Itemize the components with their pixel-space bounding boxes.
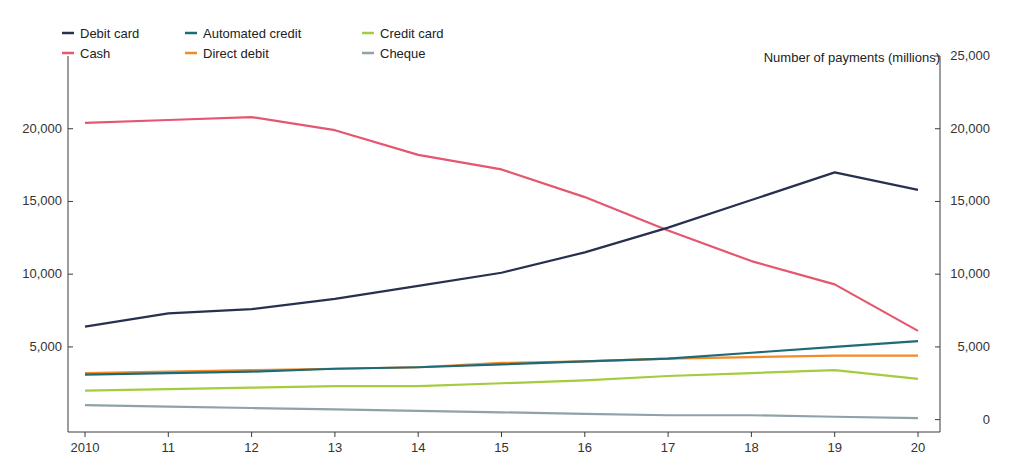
legend-label: Cheque bbox=[380, 46, 426, 61]
legend-label: Cash bbox=[80, 46, 110, 61]
y-tick-label: 5,000 bbox=[957, 339, 990, 354]
x-tick-label: 12 bbox=[244, 440, 258, 455]
x-tick-label: 15 bbox=[494, 440, 508, 455]
x-tick-label: 16 bbox=[578, 440, 592, 455]
legend-swatch bbox=[185, 52, 197, 55]
chart: 0 5,000 5,000 10,000 10,000 15,000 15,000 20,00… bbox=[0, 0, 1024, 474]
y-tick-left bbox=[68, 201, 73, 202]
y-tick-right bbox=[935, 419, 940, 420]
x-tick-label: 17 bbox=[661, 440, 675, 455]
y-tick-right bbox=[935, 201, 940, 202]
y-tick-label: 0 bbox=[983, 412, 990, 427]
x-tick bbox=[751, 432, 752, 437]
legend-label: Debit card bbox=[80, 26, 139, 41]
y-tick-label: 15,000 bbox=[950, 193, 990, 208]
x-tick-label: 20 bbox=[911, 440, 925, 455]
legend-swatch bbox=[62, 52, 74, 55]
x-tick bbox=[418, 432, 419, 437]
y-tick-right bbox=[935, 346, 940, 347]
y-tick-label: 20,000 bbox=[950, 121, 990, 136]
series-line bbox=[85, 341, 918, 374]
plot-area bbox=[85, 117, 918, 418]
legend-swatch bbox=[185, 32, 197, 35]
x-tick bbox=[85, 432, 86, 437]
y-tick-label-left: 5,000 bbox=[29, 339, 62, 354]
y-tick-label: 25,000 bbox=[950, 48, 990, 63]
x-tick-label: 2010 bbox=[71, 440, 100, 455]
x-tick-label: 18 bbox=[744, 440, 758, 455]
x-tick bbox=[168, 432, 169, 437]
x-axis bbox=[68, 432, 940, 433]
y-tick-label-left: 10,000 bbox=[22, 266, 62, 281]
x-tick-label: 14 bbox=[411, 440, 425, 455]
y-tick-label-left: 20,000 bbox=[22, 121, 62, 136]
x-tick bbox=[501, 432, 502, 437]
x-tick bbox=[668, 432, 669, 437]
y-tick-right bbox=[935, 128, 940, 129]
legend-swatch bbox=[362, 32, 374, 35]
right-axis bbox=[940, 56, 941, 432]
y-tick-label: 10,000 bbox=[950, 266, 990, 281]
x-tick-label: 19 bbox=[827, 440, 841, 455]
x-tick-label: 13 bbox=[328, 440, 342, 455]
y-axis-label: Number of payments (millions) bbox=[764, 50, 940, 65]
y-tick-left bbox=[68, 274, 73, 275]
legend-label: Automated credit bbox=[203, 26, 302, 41]
left-axis bbox=[68, 56, 69, 432]
y-tick-right bbox=[935, 274, 940, 275]
legend-label: Credit card bbox=[380, 26, 444, 41]
x-tick-label: 11 bbox=[162, 440, 176, 455]
x-tick bbox=[251, 432, 252, 437]
series-line bbox=[85, 117, 918, 331]
legend-swatch bbox=[62, 32, 74, 35]
y-tick-left bbox=[68, 128, 73, 129]
series-line bbox=[85, 172, 918, 326]
x-tick bbox=[918, 432, 919, 437]
x-tick bbox=[334, 432, 335, 437]
legend-label: Direct debit bbox=[203, 46, 269, 61]
y-tick-left bbox=[68, 346, 73, 347]
y-tick-label-left: 15,000 bbox=[22, 193, 62, 208]
x-tick bbox=[834, 432, 835, 437]
x-tick bbox=[584, 432, 585, 437]
legend-swatch bbox=[362, 52, 374, 55]
series-line bbox=[85, 405, 918, 418]
